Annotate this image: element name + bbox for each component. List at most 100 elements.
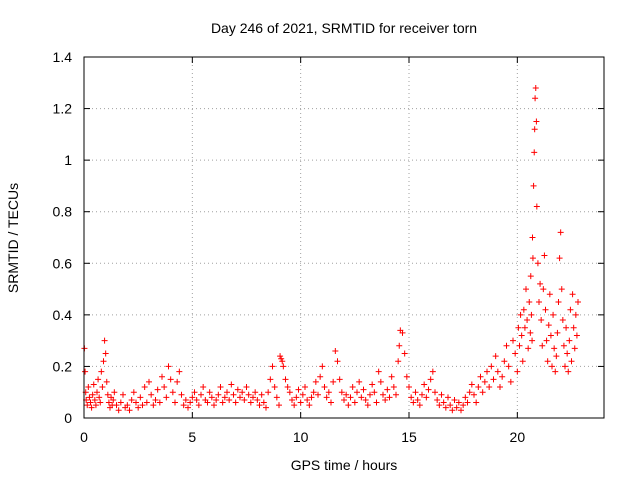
data-point xyxy=(507,378,514,385)
x-tick-label: 10 xyxy=(293,429,309,445)
data-point xyxy=(484,368,490,375)
data-point xyxy=(569,291,576,298)
data-point xyxy=(438,391,445,398)
data-point xyxy=(515,324,522,331)
data-point xyxy=(557,229,564,236)
y-tick-label: 0.6 xyxy=(53,255,73,271)
data-point xyxy=(291,402,298,409)
data-point xyxy=(556,255,563,262)
data-point xyxy=(558,286,565,293)
data-point xyxy=(533,118,540,125)
data-point xyxy=(449,407,456,414)
data-point xyxy=(95,376,102,383)
data-point xyxy=(260,399,267,406)
data-point xyxy=(213,396,220,403)
data-point xyxy=(237,394,243,401)
data-point xyxy=(460,402,467,409)
data-point xyxy=(90,381,97,388)
x-tick-label: 5 xyxy=(188,429,196,445)
data-point xyxy=(416,402,423,409)
data-point xyxy=(243,384,250,391)
data-point xyxy=(364,402,371,409)
data-point xyxy=(425,386,432,393)
plot-frame xyxy=(83,56,605,419)
data-point xyxy=(98,368,105,375)
data-point xyxy=(100,358,107,365)
data-point xyxy=(542,306,549,313)
data-point xyxy=(200,384,207,391)
data-point xyxy=(396,342,403,349)
data-point xyxy=(490,376,497,383)
data-point xyxy=(91,396,98,403)
data-point xyxy=(544,358,551,365)
data-point xyxy=(284,384,291,391)
data-point xyxy=(299,391,306,398)
data-point xyxy=(429,368,436,375)
data-point xyxy=(532,84,539,91)
data-point xyxy=(85,384,92,391)
data-point xyxy=(571,345,578,352)
data-point xyxy=(304,396,311,403)
data-point xyxy=(471,391,477,398)
data-point xyxy=(308,394,315,401)
data-point xyxy=(111,389,118,396)
data-point xyxy=(499,373,506,380)
data-point xyxy=(208,394,215,401)
data-point xyxy=(562,363,568,370)
data-point xyxy=(488,363,495,370)
data-point xyxy=(278,355,285,362)
data-point xyxy=(105,399,112,406)
data-point xyxy=(336,376,343,383)
data-point xyxy=(169,389,176,396)
data-point xyxy=(399,329,406,336)
data-point xyxy=(529,255,536,262)
data-point xyxy=(347,394,354,401)
data-point xyxy=(245,391,252,398)
data-point xyxy=(128,396,135,403)
data-point xyxy=(263,404,269,411)
data-point xyxy=(351,399,358,406)
data-point xyxy=(531,149,538,156)
data-point xyxy=(442,404,449,411)
data-point xyxy=(271,384,278,391)
data-point xyxy=(551,345,558,352)
data-point xyxy=(96,394,103,401)
data-point xyxy=(520,306,527,313)
data-point xyxy=(386,394,393,401)
data-point xyxy=(178,391,185,398)
data-point xyxy=(101,337,108,344)
data-point xyxy=(501,358,508,365)
data-point xyxy=(228,381,235,388)
data-point xyxy=(325,389,332,396)
data-point xyxy=(99,384,106,391)
data-point xyxy=(269,363,276,370)
data-point xyxy=(423,394,430,401)
data-point xyxy=(217,384,224,391)
data-point xyxy=(371,389,378,396)
data-point xyxy=(540,286,547,293)
data-point xyxy=(204,399,211,406)
data-point xyxy=(505,363,512,370)
data-point xyxy=(554,329,561,336)
data-point xyxy=(546,291,553,298)
data-point xyxy=(479,389,486,396)
data-point xyxy=(273,394,280,401)
data-point xyxy=(543,337,550,344)
data-point xyxy=(354,389,360,396)
data-point xyxy=(541,252,548,259)
data-point xyxy=(211,402,217,409)
data-point xyxy=(549,363,555,370)
chart-title: Day 246 of 2021, SRMTID for receiver tor… xyxy=(211,20,477,36)
data-point xyxy=(560,342,567,349)
data-point xyxy=(267,376,274,383)
data-point xyxy=(453,404,460,411)
data-point xyxy=(477,373,484,380)
data-point xyxy=(254,396,261,403)
data-point xyxy=(154,386,161,393)
data-point xyxy=(534,260,541,267)
data-point xyxy=(87,399,94,406)
data-point xyxy=(527,273,534,280)
data-point xyxy=(328,399,334,406)
data-point xyxy=(528,311,535,318)
